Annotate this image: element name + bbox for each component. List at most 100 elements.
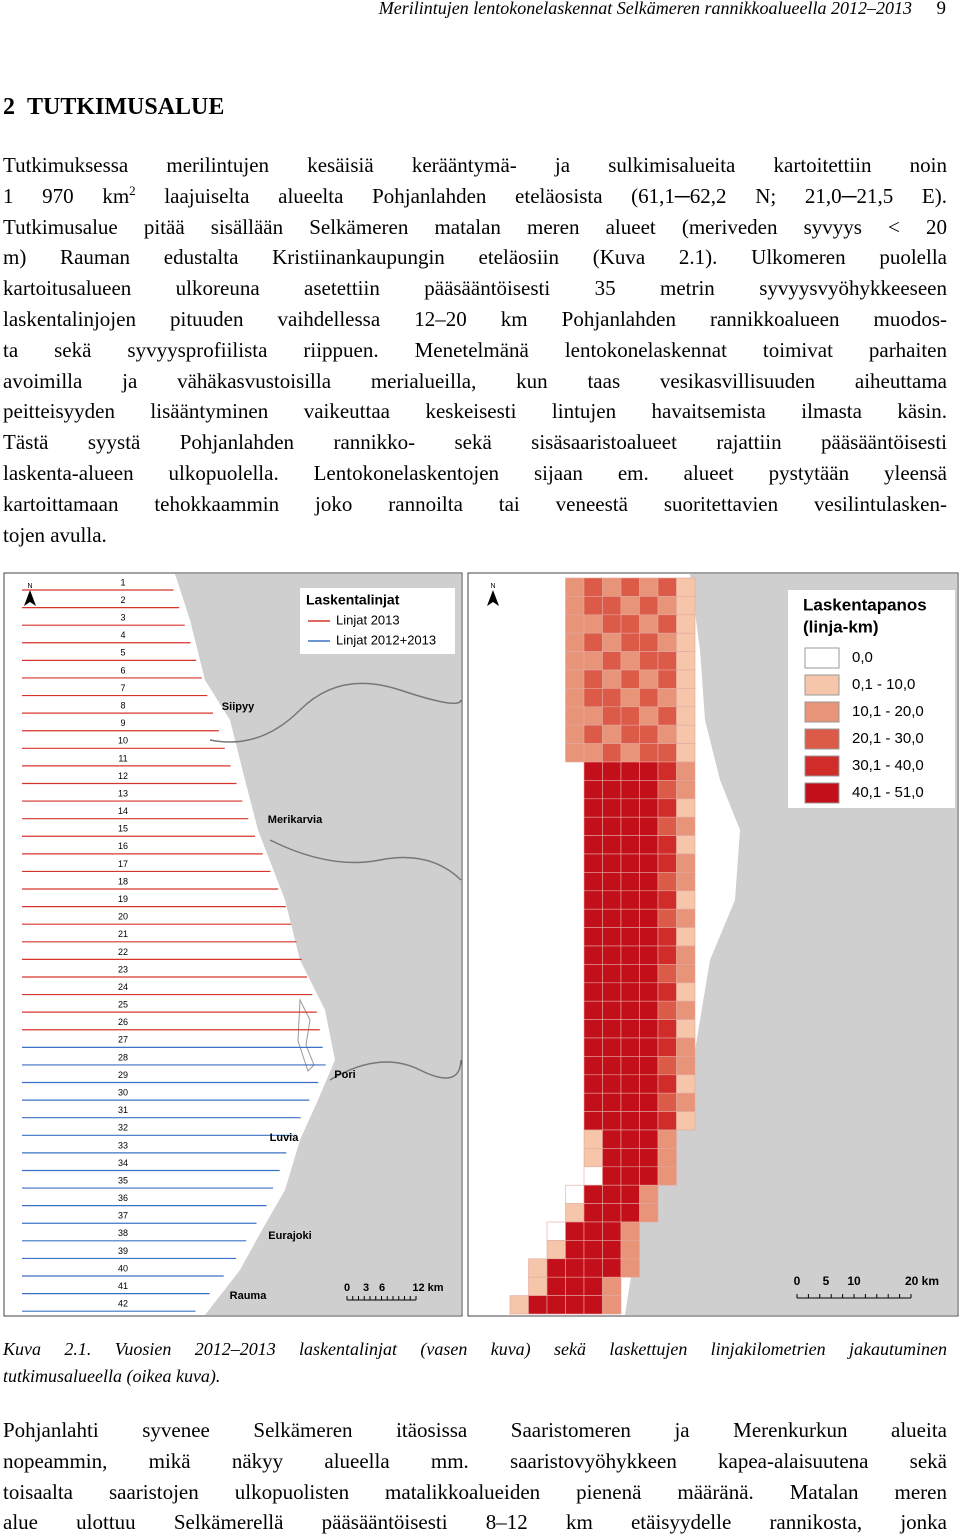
- grid-cell: [602, 908, 622, 928]
- grid-cell: [565, 632, 585, 652]
- grid-cell: [602, 1240, 622, 1260]
- grid-cell: [602, 1148, 622, 1168]
- grid-cell: [583, 614, 603, 634]
- place-name: Siipyy: [222, 701, 255, 713]
- grid-cell: [676, 872, 696, 892]
- grid-cell: [676, 890, 696, 910]
- grid-cell: [676, 1092, 696, 1112]
- grid-cell: [583, 853, 603, 873]
- north-arrow: [24, 590, 36, 606]
- grid-cell: [676, 908, 696, 928]
- grid-cell: [657, 872, 677, 892]
- legend-label: 0,0: [852, 649, 873, 666]
- grid-cell: [657, 780, 677, 800]
- line-number: 5: [120, 648, 125, 658]
- grid-cell: [602, 964, 622, 984]
- grid-cell: [620, 1019, 640, 1039]
- grid-cell: [565, 1203, 585, 1223]
- section-title: TUTKIMUSALUE: [27, 94, 225, 120]
- line-number: 2: [120, 595, 125, 605]
- grid-cell: [583, 835, 603, 855]
- line-number: 24: [118, 982, 128, 992]
- scale-label: 3: [363, 1282, 369, 1294]
- grid-cell: [602, 1184, 622, 1204]
- grid-cell: [620, 577, 640, 597]
- text-line: ta sekä syvyysprofiilista riippuen. Mene…: [3, 337, 947, 362]
- line-number: 30: [118, 1087, 128, 1097]
- grid-cell: [657, 651, 677, 671]
- grid-cell: [657, 798, 677, 818]
- grid-cell: [639, 688, 659, 708]
- grid-cell: [639, 1000, 659, 1020]
- grid-cell: [583, 1000, 603, 1020]
- grid-cell: [639, 853, 659, 873]
- grid-cell: [583, 1258, 603, 1278]
- grid-cell: [657, 835, 677, 855]
- grid-cell: [602, 1074, 622, 1094]
- text-line: nopeammin, mikä näkyy alueella mm. saari…: [3, 1448, 947, 1473]
- grid-cell: [657, 596, 677, 616]
- grid-cell: [565, 614, 585, 634]
- grid-cell: [620, 743, 640, 763]
- grid-cell: [676, 688, 696, 708]
- grid-cell: [620, 1148, 640, 1168]
- text-line: alue ulottuu Selkämerellä pääsääntöisest…: [3, 1510, 947, 1535]
- grid-cell: [620, 1203, 640, 1223]
- grid-cell: [583, 798, 603, 818]
- text: laajuiselta alueelta Pohjanlahden eteläo…: [135, 183, 947, 208]
- grid-cell: [639, 816, 659, 836]
- line-number: 34: [118, 1158, 128, 1168]
- grid-cell: [676, 927, 696, 947]
- grid-cell: [657, 1129, 677, 1149]
- land: [175, 574, 461, 1315]
- grid-cell: [676, 1037, 696, 1057]
- grid-cell: [639, 577, 659, 597]
- grid-cell: [546, 1258, 566, 1278]
- grid-cell: [639, 982, 659, 1002]
- place-name: Pori: [334, 1069, 355, 1081]
- text-line: Tästä syystä Pohjanlahden rannikko- sekä…: [3, 430, 947, 455]
- grid-cell: [620, 1184, 640, 1204]
- grid-cell: [676, 596, 696, 616]
- grid-cell: [583, 1092, 603, 1112]
- grid-cell: [639, 1056, 659, 1076]
- grid-cell: [602, 669, 622, 689]
- legend-label: 0,1 - 10,0: [852, 676, 915, 693]
- grid-cell: [676, 577, 696, 597]
- line-number: 18: [118, 876, 128, 886]
- grid-cell: [583, 1037, 603, 1057]
- grid-cell: [676, 743, 696, 763]
- line-number: 25: [118, 1000, 128, 1010]
- grid-cell: [583, 945, 603, 965]
- text-line: kartoitusalueen ulkoreuna asetettiin pää…: [3, 276, 947, 301]
- grid-cell: [583, 982, 603, 1002]
- grid-cell: [657, 890, 677, 910]
- grid-cell: [657, 1166, 677, 1186]
- line-number: 22: [118, 947, 128, 957]
- grid-cell: [639, 890, 659, 910]
- grid-cell: [565, 724, 585, 744]
- legend-swatch: [804, 755, 840, 777]
- grid-cell: [620, 1000, 640, 1020]
- grid-cell: [657, 614, 677, 634]
- grid-cell: [639, 1037, 659, 1057]
- line-number: 9: [120, 718, 125, 728]
- grid-cell: [676, 724, 696, 744]
- grid-cell: [602, 614, 622, 634]
- legend-swatch: [804, 782, 840, 804]
- line-number: 33: [118, 1140, 128, 1150]
- north-arrow: [487, 590, 499, 606]
- grid-cell: [583, 651, 603, 671]
- grid-cell: [528, 1276, 548, 1296]
- grid-cell: [639, 743, 659, 763]
- line-number: 36: [118, 1193, 128, 1203]
- grid-cell: [676, 780, 696, 800]
- grid-cell: [657, 1056, 677, 1076]
- grid-cell: [546, 1240, 566, 1260]
- grid-cell: [639, 798, 659, 818]
- grid-cell: [676, 761, 696, 781]
- text-line: tojen avulla.: [3, 522, 107, 547]
- line-number: 23: [118, 964, 128, 974]
- line-number: 13: [118, 788, 128, 798]
- line-number: 14: [118, 806, 128, 816]
